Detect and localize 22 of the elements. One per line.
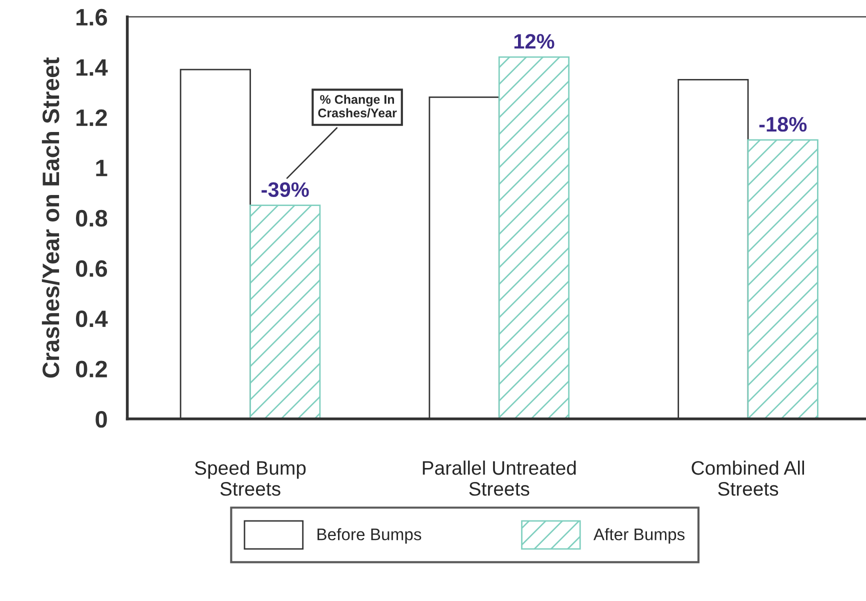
- y-tick-label: 0.2: [76, 360, 107, 378]
- legend-label: Before Bumps: [318, 528, 422, 544]
- bar: [498, 56, 570, 419]
- bar: [250, 204, 321, 419]
- y-tick-label: 0.6: [76, 260, 108, 277]
- annotation: -18%: [759, 116, 807, 132]
- y-tick-label: 1.2: [76, 109, 107, 126]
- legend-label: After Bumps: [593, 528, 685, 544]
- y-tick-label: 1.4: [76, 59, 108, 76]
- x-tick-label: Parallel Untreated Streets: [422, 460, 576, 496]
- annotation: -39%: [262, 182, 309, 198]
- y-tick-label: 0: [96, 410, 107, 428]
- annotation: 12%: [514, 34, 554, 49]
- bar: [747, 139, 818, 419]
- y-axis-title: Crashes/Year on Each Street: [42, 57, 60, 378]
- y-tick-label: 1.6: [76, 8, 108, 26]
- y-tick-label: 0.8: [76, 210, 108, 227]
- x-tick-label: Combined All Streets: [692, 460, 804, 496]
- y-tick-label: 1: [96, 160, 108, 176]
- x-tick-label: Speed Bump Streets: [194, 460, 306, 496]
- annotation: % Change In Crashes/Year: [318, 94, 397, 118]
- y-tick-label: 0.4: [76, 310, 108, 328]
